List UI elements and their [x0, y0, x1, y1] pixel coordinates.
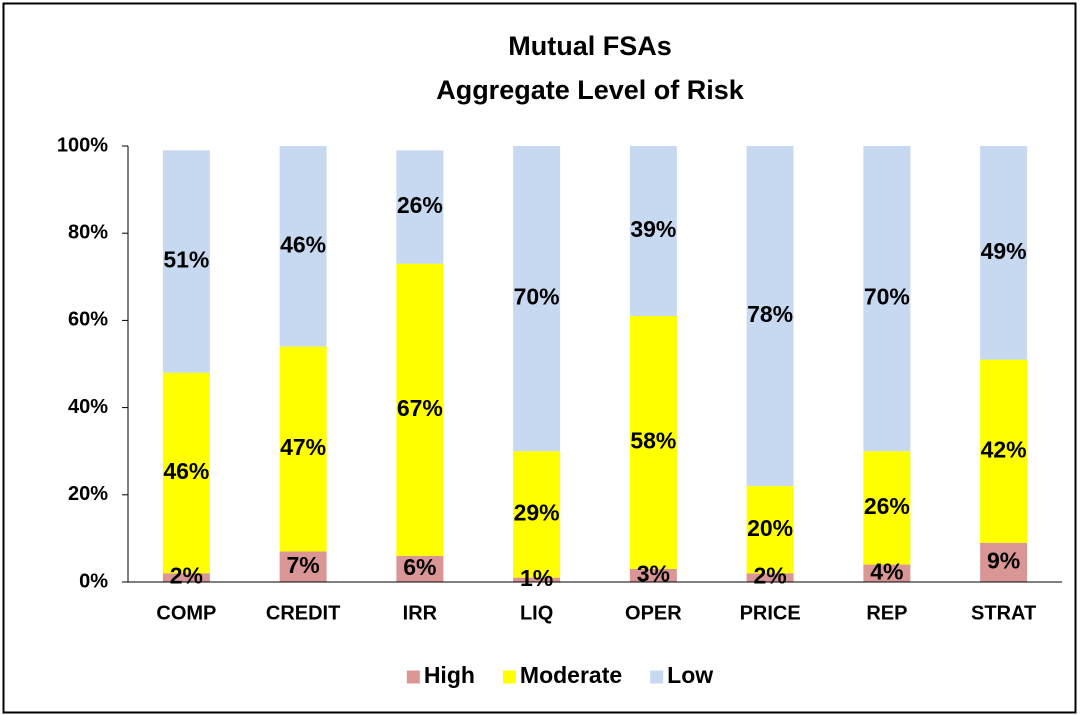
value-label: 26%: [397, 192, 443, 218]
bar-segment: [396, 263, 444, 556]
value-label: 7%: [287, 552, 320, 578]
legend-label: High: [424, 662, 475, 688]
y-tick-label: 100%: [57, 134, 108, 156]
bar-segment: [980, 542, 1028, 582]
chart-subtitle: Aggregate Level of Risk: [436, 75, 745, 105]
legend-label: Moderate: [520, 662, 622, 688]
value-label: 47%: [280, 434, 326, 460]
bar-segment: [980, 359, 1028, 543]
bar-segment: [162, 150, 210, 373]
value-label: 4%: [870, 558, 903, 584]
legend-label: Low: [667, 662, 713, 688]
value-label: 39%: [630, 216, 676, 242]
x-tick-label: OPER: [625, 602, 682, 624]
bar-segment: [746, 146, 794, 487]
value-label: 70%: [864, 284, 910, 310]
x-tick-label: COMP: [156, 602, 216, 624]
value-label: 51%: [163, 247, 209, 273]
value-label: 3%: [637, 561, 670, 587]
bar-segment: [863, 564, 911, 582]
bar-segment: [396, 150, 444, 264]
value-label: 20%: [747, 515, 793, 541]
bar-segment: [279, 346, 327, 552]
bar-segment: [746, 486, 794, 574]
legend-swatch: [650, 670, 664, 684]
value-label: 2%: [754, 563, 787, 589]
bar-segment: [279, 146, 327, 347]
x-tick-label: PRICE: [740, 602, 801, 624]
y-tick-label: 20%: [68, 483, 108, 505]
value-label: 58%: [630, 428, 676, 454]
x-tick-label: REP: [866, 602, 907, 624]
bar-segment: [279, 551, 327, 582]
bar-segment: [162, 372, 210, 574]
bar-segment: [629, 316, 677, 569]
value-label: 78%: [747, 301, 793, 327]
x-tick-label: STRAT: [971, 602, 1036, 624]
value-label: 70%: [514, 284, 560, 310]
y-tick-label: 40%: [68, 396, 108, 418]
bar-segment: [513, 577, 561, 582]
value-label: 1%: [520, 565, 553, 591]
y-tick-label: 80%: [68, 221, 108, 243]
bar-segment: [863, 451, 911, 565]
value-label: 26%: [864, 493, 910, 519]
legend-swatch: [502, 670, 516, 684]
x-tick-label: LIQ: [520, 602, 553, 624]
value-label: 29%: [514, 499, 560, 525]
bar-segment: [396, 555, 444, 582]
value-label: 2%: [170, 563, 203, 589]
value-label: 42%: [981, 436, 1027, 462]
bar-segment: [863, 146, 911, 452]
legend-swatch: [406, 670, 420, 684]
y-tick-label: 60%: [68, 309, 108, 331]
bar-segment: [980, 146, 1028, 360]
chart-title: Mutual FSAs: [508, 31, 672, 61]
y-tick-label: 0%: [79, 570, 108, 592]
value-label: 67%: [397, 395, 443, 421]
bar-segment: [746, 573, 794, 582]
bar-segment: [513, 451, 561, 578]
x-tick-label: IRR: [403, 602, 438, 624]
value-label: 49%: [981, 238, 1027, 264]
value-label: 46%: [163, 458, 209, 484]
bar-segment: [629, 568, 677, 582]
bar-segment: [162, 573, 210, 582]
value-label: 9%: [987, 547, 1020, 573]
bar-segment: [629, 146, 677, 317]
bar-segment: [513, 146, 561, 452]
value-label: 46%: [280, 231, 326, 257]
value-label: 6%: [403, 554, 436, 580]
x-tick-label: CREDIT: [266, 602, 340, 624]
